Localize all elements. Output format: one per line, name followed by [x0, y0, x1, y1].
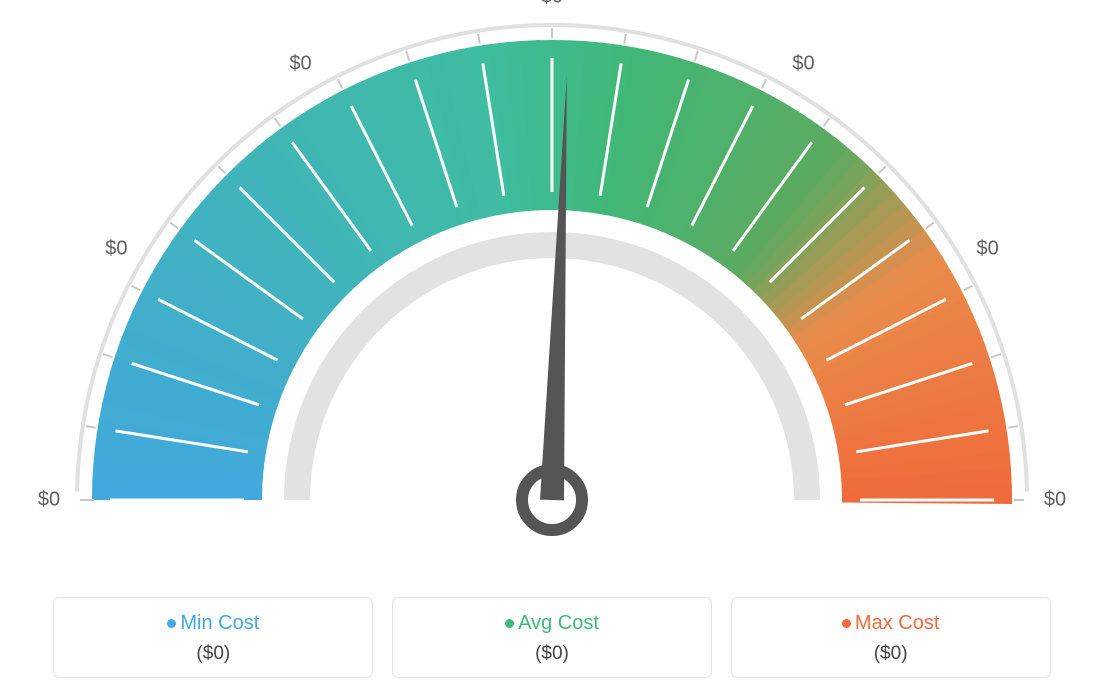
- gauge-container: $0 $0 $0 $0 $0 $0 $0: [0, 0, 1104, 560]
- gauge-tick-label: $0: [289, 53, 311, 76]
- legend-row: Min Cost ($0) Avg Cost ($0) Max Cost ($0…: [0, 597, 1104, 678]
- legend-card-avg: Avg Cost ($0): [392, 597, 712, 678]
- legend-value-min: ($0): [54, 643, 372, 665]
- legend-title-avg: Avg Cost: [393, 612, 711, 635]
- gauge-tick-label: $0: [541, 0, 563, 9]
- gauge-tick-label: $0: [105, 237, 127, 260]
- legend-card-min: Min Cost ($0): [53, 597, 373, 678]
- legend-dot-max: [842, 619, 851, 628]
- legend-title-min: Min Cost: [54, 612, 372, 635]
- legend-title-max: Max Cost: [732, 612, 1050, 635]
- legend-label-max: Max Cost: [855, 612, 939, 634]
- legend-value-avg: ($0): [393, 643, 711, 665]
- legend-dot-min: [167, 619, 176, 628]
- gauge-tick-label: $0: [976, 237, 998, 260]
- gauge-tick-label: $0: [792, 53, 814, 76]
- gauge-tick-label: $0: [1044, 489, 1066, 512]
- legend-value-max: ($0): [732, 643, 1050, 665]
- legend-dot-avg: [505, 619, 514, 628]
- legend-label-avg: Avg Cost: [518, 612, 599, 634]
- legend-card-max: Max Cost ($0): [731, 597, 1051, 678]
- legend-label-min: Min Cost: [180, 612, 259, 634]
- gauge-tick-label: $0: [38, 489, 60, 512]
- gauge-chart: [0, 0, 1104, 560]
